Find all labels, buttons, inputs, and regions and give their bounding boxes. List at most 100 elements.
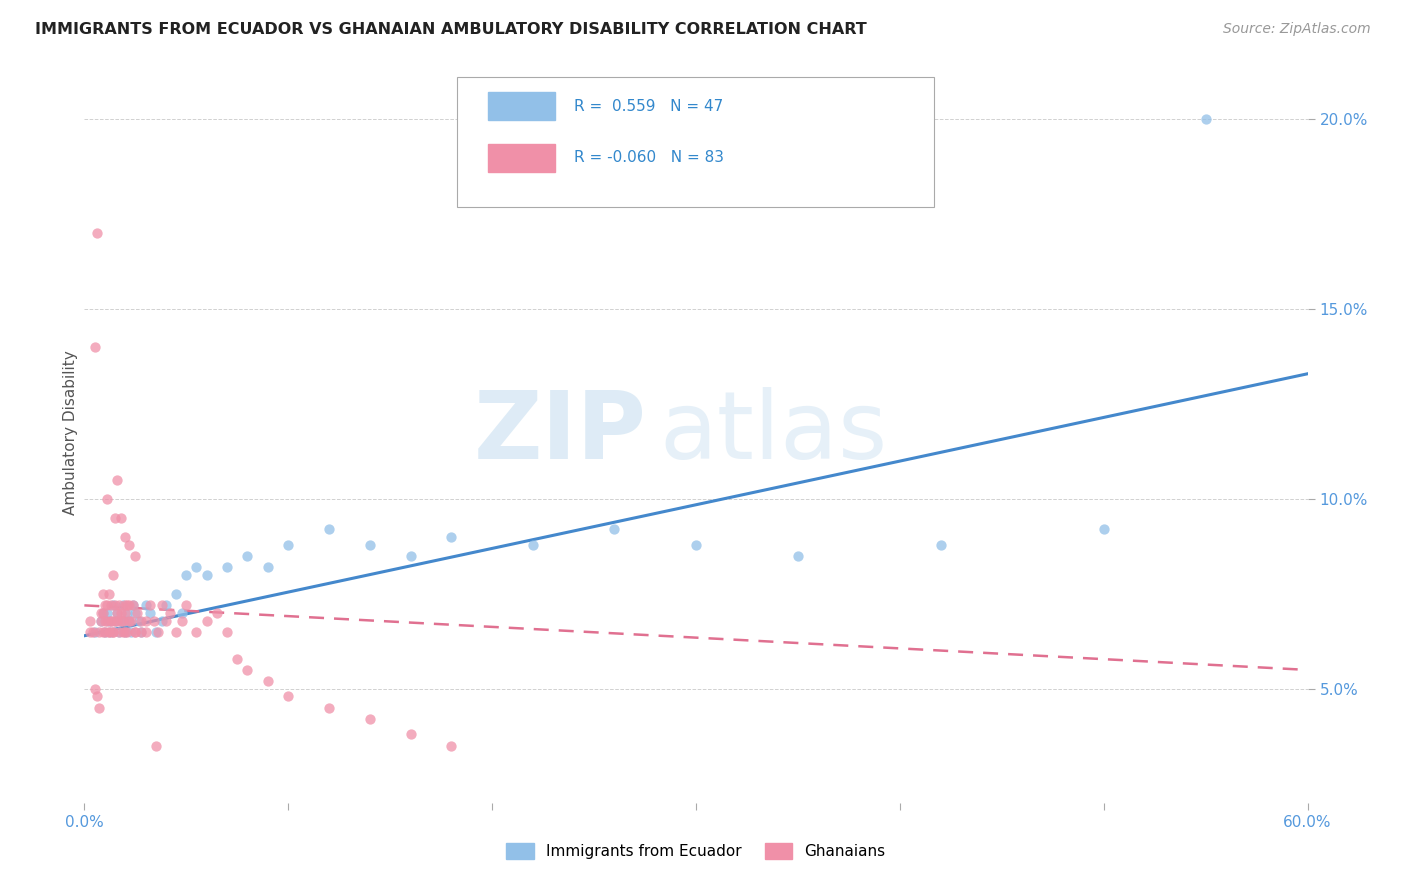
Bar — [488, 144, 555, 172]
Point — [101, 599, 124, 613]
Point — [174, 568, 197, 582]
Point — [86, 227, 108, 241]
Point — [104, 614, 127, 628]
Point — [91, 606, 114, 620]
Point — [124, 624, 146, 639]
Point — [318, 523, 340, 537]
Point — [138, 599, 160, 613]
Point — [97, 614, 120, 628]
Point — [172, 614, 194, 628]
Point — [399, 727, 422, 741]
Point — [155, 599, 177, 613]
Point — [685, 538, 707, 552]
Point — [118, 614, 141, 628]
Point — [97, 624, 120, 639]
Point — [150, 599, 173, 613]
Point — [96, 606, 118, 620]
Point — [174, 599, 197, 613]
Point — [195, 614, 218, 628]
Point — [217, 560, 239, 574]
Y-axis label: Ambulatory Disability: Ambulatory Disability — [63, 351, 77, 515]
Point — [277, 690, 299, 704]
Text: R = -0.060   N = 83: R = -0.060 N = 83 — [574, 151, 724, 165]
Legend: Immigrants from Ecuador, Ghanaians: Immigrants from Ecuador, Ghanaians — [501, 838, 891, 865]
Point — [110, 511, 132, 525]
Point — [104, 599, 127, 613]
Point — [318, 701, 340, 715]
Point — [359, 712, 381, 726]
Text: ZIP: ZIP — [474, 386, 647, 479]
Point — [101, 568, 124, 582]
Point — [90, 614, 112, 628]
Point — [87, 624, 110, 639]
Text: IMMIGRANTS FROM ECUADOR VS GHANAIAN AMBULATORY DISABILITY CORRELATION CHART: IMMIGRANTS FROM ECUADOR VS GHANAIAN AMBU… — [35, 22, 868, 37]
Point — [115, 624, 138, 639]
Point — [114, 614, 136, 628]
Point — [257, 674, 280, 689]
Point — [115, 606, 138, 620]
Point — [110, 614, 132, 628]
Point — [135, 614, 157, 628]
Point — [93, 624, 115, 639]
Point — [93, 624, 115, 639]
Point — [114, 624, 136, 639]
Point — [105, 606, 128, 620]
Point — [603, 523, 626, 537]
Point — [1092, 523, 1115, 537]
Point — [118, 538, 141, 552]
Point — [108, 624, 131, 639]
Point — [100, 624, 122, 639]
Point — [90, 606, 112, 620]
Point — [86, 690, 108, 704]
Point — [440, 530, 463, 544]
Point — [122, 599, 145, 613]
Point — [96, 491, 118, 506]
Point — [112, 624, 135, 639]
Point — [112, 599, 135, 613]
Point — [277, 538, 299, 552]
Point — [91, 624, 114, 639]
Point — [142, 614, 165, 628]
Point — [114, 606, 136, 620]
Point — [399, 549, 422, 563]
Point — [97, 624, 120, 639]
Point — [108, 624, 131, 639]
Point — [138, 606, 160, 620]
Point — [105, 606, 128, 620]
Point — [101, 624, 124, 639]
Point — [186, 560, 208, 574]
Point — [145, 624, 167, 639]
Point — [100, 599, 122, 613]
Point — [145, 739, 167, 753]
Point — [118, 599, 141, 613]
Point — [100, 614, 122, 628]
Point — [217, 624, 239, 639]
Point — [101, 624, 124, 639]
Point — [135, 599, 157, 613]
Point — [105, 614, 128, 628]
Point — [83, 624, 105, 639]
FancyBboxPatch shape — [457, 78, 935, 207]
Point — [236, 663, 259, 677]
Point — [83, 340, 105, 354]
Point — [96, 599, 118, 613]
Point — [522, 538, 544, 552]
Point — [124, 606, 146, 620]
Point — [150, 614, 173, 628]
Point — [205, 606, 228, 620]
Point — [226, 651, 249, 665]
Point — [146, 624, 169, 639]
Point — [120, 624, 142, 639]
Point — [96, 614, 118, 628]
Point — [93, 599, 115, 613]
Bar — [488, 92, 555, 120]
Point — [87, 701, 110, 715]
Point — [79, 614, 101, 628]
Text: R =  0.559   N = 47: R = 0.559 N = 47 — [574, 99, 723, 113]
Point — [108, 599, 131, 613]
Point — [104, 511, 127, 525]
Point — [90, 614, 112, 628]
Point — [135, 624, 157, 639]
Point — [257, 560, 280, 574]
Point — [159, 606, 181, 620]
